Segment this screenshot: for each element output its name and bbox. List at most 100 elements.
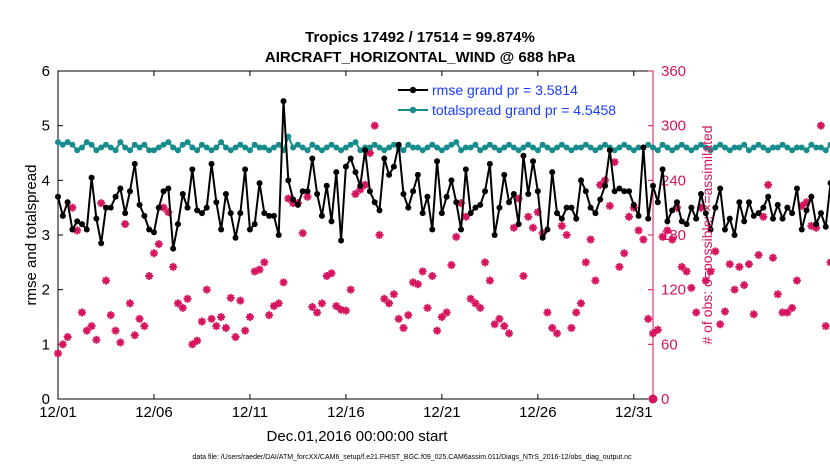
rmse-point bbox=[515, 221, 522, 228]
totalspread-point bbox=[314, 144, 321, 151]
totalspread-point bbox=[568, 147, 575, 154]
y-axis-right-label: # of obs: o=possible; ×=assimilated bbox=[699, 125, 715, 344]
totalspread-point bbox=[693, 144, 700, 151]
obs-assimilated-marker bbox=[524, 212, 533, 221]
rmse-point bbox=[573, 215, 580, 222]
rmse-point bbox=[189, 166, 196, 173]
obs-assimilated-marker bbox=[572, 308, 581, 317]
rmse-point bbox=[640, 144, 647, 151]
totalspread-point bbox=[98, 144, 105, 151]
obs-assimilated-marker bbox=[744, 260, 753, 269]
totalspread-point bbox=[808, 141, 815, 148]
obs-assimilated-marker bbox=[159, 203, 168, 212]
rmse-point bbox=[323, 182, 330, 189]
y-right-tick-label: 240 bbox=[661, 172, 686, 189]
rmse-point bbox=[731, 232, 738, 238]
totalspread-point bbox=[477, 147, 484, 154]
totalspread-point bbox=[597, 144, 604, 151]
legend-background bbox=[396, 80, 646, 120]
totalspread-point bbox=[424, 144, 431, 151]
obs-assimilated-marker bbox=[730, 285, 739, 294]
rmse-point bbox=[285, 177, 292, 184]
rmse-point bbox=[362, 147, 369, 154]
obs-assimilated-marker bbox=[764, 180, 773, 189]
rmse-point bbox=[534, 188, 541, 195]
totalspread-point bbox=[242, 144, 249, 151]
obs-assimilated-marker bbox=[677, 262, 686, 271]
totalspread-point bbox=[410, 144, 417, 151]
rmse-point bbox=[203, 204, 210, 211]
totalspread-point bbox=[131, 141, 138, 148]
rmse-point bbox=[117, 185, 124, 192]
obs-assimilated-marker bbox=[615, 262, 624, 271]
totalspread-point bbox=[146, 147, 153, 154]
rmse-point bbox=[678, 218, 685, 225]
rmse-point bbox=[179, 191, 186, 197]
rmse-point bbox=[760, 204, 767, 211]
rmse-point bbox=[611, 188, 618, 195]
rmse-point bbox=[697, 191, 704, 197]
totalspread-point bbox=[213, 144, 220, 151]
obs-assimilated-marker bbox=[149, 249, 158, 258]
obs-assimilated-marker bbox=[529, 223, 538, 232]
totalspread-point bbox=[371, 141, 378, 148]
obs-assimilated-marker bbox=[260, 258, 269, 267]
totalspread-point bbox=[673, 144, 680, 151]
y-right-tick-label: 360 bbox=[661, 63, 686, 80]
obs-assimilated-marker bbox=[63, 333, 72, 342]
rmse-point bbox=[496, 204, 503, 211]
totalspread-point bbox=[285, 133, 292, 140]
totalspread-point bbox=[294, 141, 301, 148]
obs-assimilated-marker bbox=[720, 307, 729, 316]
obs-assimilated-marker bbox=[341, 306, 350, 315]
totalspread-point bbox=[731, 144, 738, 151]
rmse-point bbox=[750, 212, 757, 219]
totalspread-point bbox=[55, 139, 61, 146]
rmse-point bbox=[242, 166, 249, 173]
totalspread-point bbox=[122, 144, 129, 151]
totalspread-point bbox=[208, 147, 215, 154]
obs-assimilated-marker bbox=[313, 308, 322, 317]
totalspread-point bbox=[203, 144, 210, 151]
totalspread-point bbox=[117, 139, 124, 146]
rmse-point bbox=[592, 210, 599, 217]
obs-assimilated-marker bbox=[821, 322, 830, 331]
rmse-point bbox=[798, 226, 805, 233]
totalspread-point bbox=[515, 147, 522, 154]
x-tick-label: 12/06 bbox=[135, 404, 173, 421]
rmse-point bbox=[582, 188, 589, 195]
totalspread-point bbox=[683, 144, 690, 151]
rmse-point bbox=[438, 210, 445, 217]
rmse-point bbox=[453, 199, 460, 206]
totalspread-point bbox=[726, 147, 733, 154]
rmse-point bbox=[146, 226, 153, 233]
obs-assimilated-marker bbox=[418, 267, 427, 276]
totalspread-point bbox=[702, 144, 709, 151]
rmse-point bbox=[721, 226, 728, 233]
totalspread-point bbox=[621, 141, 628, 148]
totalspread-point bbox=[222, 144, 229, 151]
obs-assimilated-marker bbox=[625, 212, 634, 221]
rmse-point bbox=[784, 204, 791, 211]
rmse-point bbox=[55, 193, 61, 200]
obs-assimilated-marker bbox=[77, 308, 86, 317]
rmse-point bbox=[693, 215, 700, 222]
obs-assimilated-marker bbox=[145, 272, 154, 280]
totalspread-point bbox=[721, 144, 728, 151]
obs-assimilated-marker bbox=[178, 303, 187, 312]
rmse-point bbox=[745, 199, 752, 206]
totalspread-point bbox=[822, 147, 829, 154]
rmse-point bbox=[237, 210, 244, 217]
obs-assimilated-marker bbox=[54, 349, 62, 358]
totalspread-point bbox=[179, 141, 186, 148]
x-tick-label: 12/31 bbox=[615, 404, 653, 421]
totalspread-point bbox=[126, 147, 133, 154]
totalspread-point bbox=[405, 141, 412, 148]
totalspread-point bbox=[256, 144, 263, 151]
totalspread-point bbox=[530, 144, 537, 151]
rmse-point bbox=[376, 207, 383, 214]
totalspread-point bbox=[654, 147, 661, 154]
obs-assimilated-marker bbox=[577, 299, 586, 308]
totalspread-point bbox=[664, 144, 671, 151]
y-right-tick-label: 120 bbox=[661, 282, 686, 299]
